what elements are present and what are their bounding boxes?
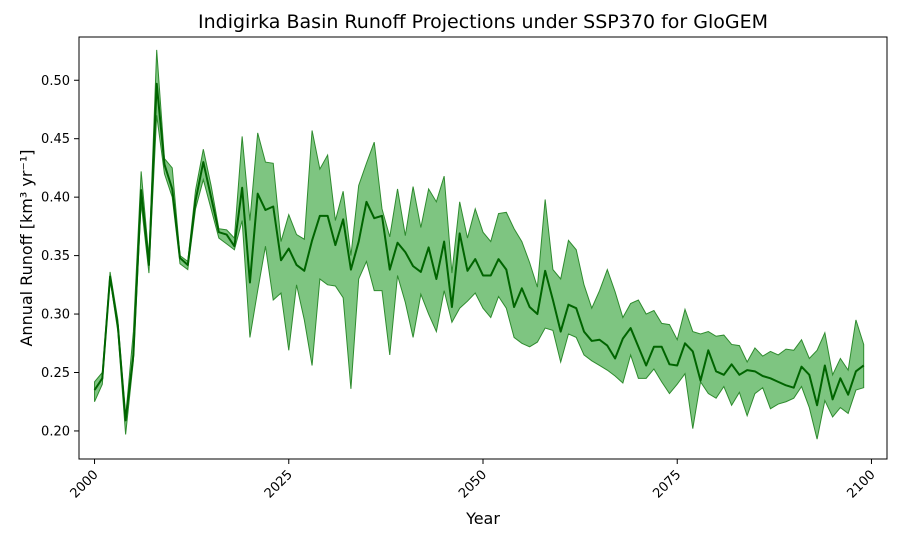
plot-area (93, 49, 865, 440)
y-tick-label: 0.50 (41, 74, 70, 89)
y-axis: 0.20 0.25 0.30 0.35 0.40 0.45 0.50 (41, 74, 79, 439)
mean-line (93, 82, 865, 422)
y-axis-label: Annual Runoff [km³ yr⁻¹] (17, 149, 36, 346)
y-tick-label: 0.35 (41, 249, 70, 264)
y-tick-label: 0.20 (41, 424, 70, 439)
y-tick-label: 0.30 (41, 308, 70, 323)
x-axis-label: Year (465, 509, 500, 528)
range-band (94, 49, 865, 440)
y-tick-label: 0.45 (41, 132, 70, 147)
y-tick-label: 0.40 (41, 191, 70, 206)
chart-title: Indigirka Basin Runoff Projections under… (198, 11, 768, 33)
y-tick-label: 0.25 (41, 366, 70, 381)
